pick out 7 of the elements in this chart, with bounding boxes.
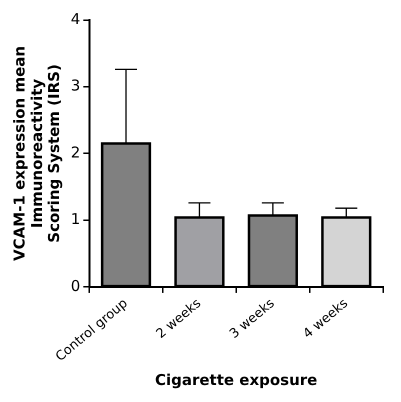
y-tick-label: 1 — [70, 210, 80, 228]
y-axis-title: VCAM-1 expression mean Immunoreactivity Scoring System (IRS) — [10, 46, 64, 261]
x-axis-title: Cigarette exposure — [154, 370, 318, 389]
y-tick-label: 4 — [70, 10, 80, 28]
y-tick-label: 0 — [70, 276, 80, 295]
y-tick-label: 3 — [70, 76, 80, 95]
y-tick-label: 2 — [70, 143, 80, 162]
